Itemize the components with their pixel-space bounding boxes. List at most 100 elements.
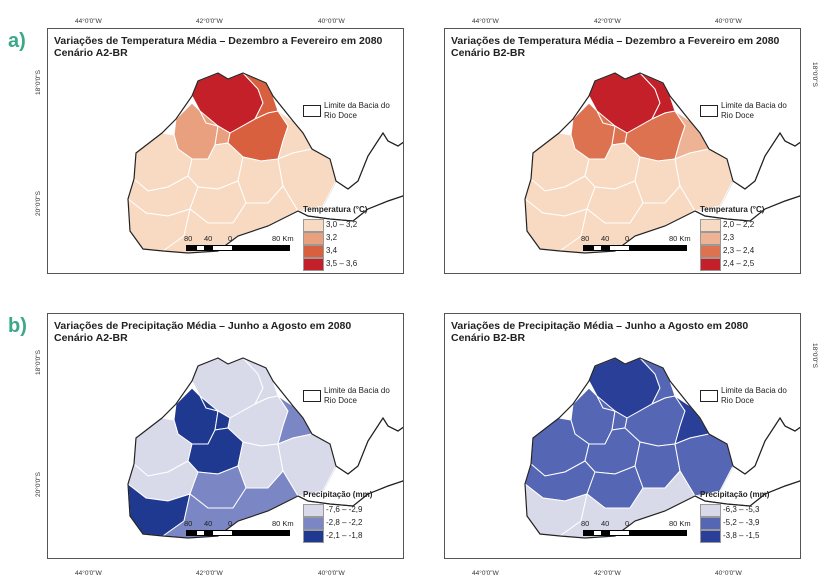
legend-label: -3,8 – -1,5 bbox=[723, 531, 760, 540]
legend-item: 3,0 – 3,2 bbox=[303, 219, 367, 232]
map-panel: Variações de Temperatura Média – Dezembr… bbox=[47, 28, 404, 274]
lon-tick-label: 40°0'0"W bbox=[715, 570, 742, 577]
scale-label: 80 bbox=[581, 234, 590, 243]
section-label-b: b) bbox=[8, 315, 27, 337]
scale-bar: 80 40 0 80 Km bbox=[180, 234, 310, 256]
panel-title: Variações de Temperatura Média – Dezembr… bbox=[54, 35, 382, 59]
legend-label: 3,2 bbox=[326, 233, 338, 242]
legend-swatch bbox=[303, 245, 324, 258]
scale-label: 40 bbox=[601, 234, 610, 243]
legend-label: -7,6 – -2,9 bbox=[326, 505, 363, 514]
legend-swatch bbox=[700, 232, 721, 245]
boundary-legend-label: Limite da Bacia do Rio Doce bbox=[721, 386, 787, 405]
legend-label: 2,0 – 2,2 bbox=[723, 220, 755, 229]
legend-label: 2,4 – 2,5 bbox=[723, 259, 755, 268]
legend-swatch bbox=[700, 517, 721, 530]
legend-item: -2,1 – -1,8 bbox=[303, 530, 372, 543]
lat-tick-label: 18°0'0"S bbox=[35, 70, 42, 95]
map-panel: Variações de Temperatura Média – Dezembr… bbox=[444, 28, 801, 274]
legend-title: Precipitação (mm) bbox=[700, 490, 770, 499]
scale-label: 40 bbox=[204, 234, 213, 243]
legend-title: Temperatura (°C) bbox=[303, 205, 368, 214]
scale-label: 80 bbox=[184, 519, 193, 528]
basin-boundary bbox=[127, 72, 403, 254]
lon-tick-label: 42°0'0"W bbox=[594, 570, 621, 577]
legend-label: 2,3 – 2,4 bbox=[723, 246, 755, 255]
legend-swatch bbox=[700, 530, 721, 543]
lat-tick-label: 20°0'0"S bbox=[35, 191, 42, 216]
boundary-legend-swatch bbox=[700, 105, 718, 117]
legend-item: 2,3 – 2,4 bbox=[700, 245, 764, 258]
scale-label: 40 bbox=[601, 519, 610, 528]
scale-segment bbox=[232, 245, 290, 251]
lon-tick-label: 44°0'0"W bbox=[472, 18, 499, 25]
scale-bar: 80 40 0 80 Km bbox=[180, 519, 310, 541]
scale-label: 80 Km bbox=[669, 234, 691, 243]
lat-tick-label: 18°0'0"S bbox=[811, 343, 818, 368]
panel-title: Variações de Precipitação Média – Junho … bbox=[54, 320, 351, 344]
panel-title: Variações de Precipitação Média – Junho … bbox=[451, 320, 748, 344]
legend-item: -7,6 – -2,9 bbox=[303, 504, 372, 517]
scale-label: 80 Km bbox=[272, 519, 294, 528]
legend-swatch bbox=[700, 219, 721, 232]
scale-label: 0 bbox=[228, 234, 233, 243]
scale-label: 80 Km bbox=[272, 234, 294, 243]
basin-map bbox=[127, 357, 403, 539]
panel-title-line1: Variações de Temperatura Média – Dezembr… bbox=[451, 35, 780, 47]
lon-tick-label: 44°0'0"W bbox=[472, 570, 499, 577]
lon-tick-label: 40°0'0"W bbox=[318, 570, 345, 577]
scale-bar: 80 40 0 80 Km bbox=[577, 519, 707, 541]
legend-swatch bbox=[303, 258, 324, 271]
legend-label: 3,0 – 3,2 bbox=[326, 220, 358, 229]
scale-label: 40 bbox=[204, 519, 213, 528]
boundary-legend-swatch bbox=[700, 390, 718, 402]
lon-tick-label: 40°0'0"W bbox=[318, 18, 345, 25]
scale-label: 0 bbox=[625, 234, 630, 243]
basin-map bbox=[524, 72, 800, 254]
legend-swatch bbox=[700, 258, 721, 271]
scale-label: 80 bbox=[184, 234, 193, 243]
legend-item: -6,3 – -5,3 bbox=[700, 504, 769, 517]
basin-boundary bbox=[524, 357, 800, 539]
legend-swatch bbox=[303, 232, 324, 245]
legend-title: Temperatura (°C) bbox=[700, 205, 765, 214]
lon-tick-label: 44°0'0"W bbox=[75, 570, 102, 577]
lon-tick-label: 40°0'0"W bbox=[715, 18, 742, 25]
basin-map bbox=[127, 72, 403, 254]
legend-swatch bbox=[303, 219, 324, 232]
boundary-legend-label: Limite da Bacia do Rio Doce bbox=[324, 101, 390, 120]
scale-segment bbox=[212, 245, 234, 251]
panel-title-line2: Cenário B2-BR bbox=[451, 47, 526, 59]
legend-swatch bbox=[303, 530, 324, 543]
class-legend: Precipitação (mm) -6,3 – -5,3 -5,2 – -3,9… bbox=[700, 490, 769, 543]
scale-segment bbox=[232, 530, 290, 536]
boundary-legend-label: Limite da Bacia do Rio Doce bbox=[721, 101, 787, 120]
panel-title-line2: Cenário A2-BR bbox=[54, 47, 128, 59]
legend-item: 3,2 bbox=[303, 232, 367, 245]
legend-label: 3,5 – 3,6 bbox=[326, 259, 358, 268]
legend-item: 3,4 bbox=[303, 245, 367, 258]
lon-tick-label: 42°0'0"W bbox=[196, 18, 223, 25]
boundary-legend-swatch bbox=[303, 390, 321, 402]
legend-item: -2,8 – -2,2 bbox=[303, 517, 372, 530]
legend-item: 2,3 bbox=[700, 232, 764, 245]
scale-label: 80 Km bbox=[669, 519, 691, 528]
scale-segment bbox=[609, 245, 631, 251]
lon-tick-label: 42°0'0"W bbox=[594, 18, 621, 25]
legend-label: -5,2 – -3,9 bbox=[723, 518, 760, 527]
panel-title-line1: Variações de Temperatura Média – Dezembr… bbox=[54, 35, 383, 47]
scale-label: 0 bbox=[228, 519, 233, 528]
legend-swatch bbox=[303, 504, 324, 517]
legend-label: -2,1 – -1,8 bbox=[326, 531, 363, 540]
lat-tick-label: 18°0'0"S bbox=[811, 62, 818, 87]
legend-title: Precipitação (mm) bbox=[303, 490, 373, 499]
panel-title: Variações de Temperatura Média – Dezembr… bbox=[451, 35, 779, 59]
legend-item: 2,0 – 2,2 bbox=[700, 219, 764, 232]
panel-title-line1: Variações de Precipitação Média – Junho … bbox=[54, 320, 352, 332]
boundary-legend-swatch bbox=[303, 105, 321, 117]
basin-boundary bbox=[127, 357, 403, 539]
legend-swatch bbox=[700, 245, 721, 258]
legend-label: 3,4 bbox=[326, 246, 338, 255]
scale-segment bbox=[629, 530, 687, 536]
class-legend: Precipitação (mm) -7,6 – -2,9 -2,8 – -2,2… bbox=[303, 490, 372, 543]
